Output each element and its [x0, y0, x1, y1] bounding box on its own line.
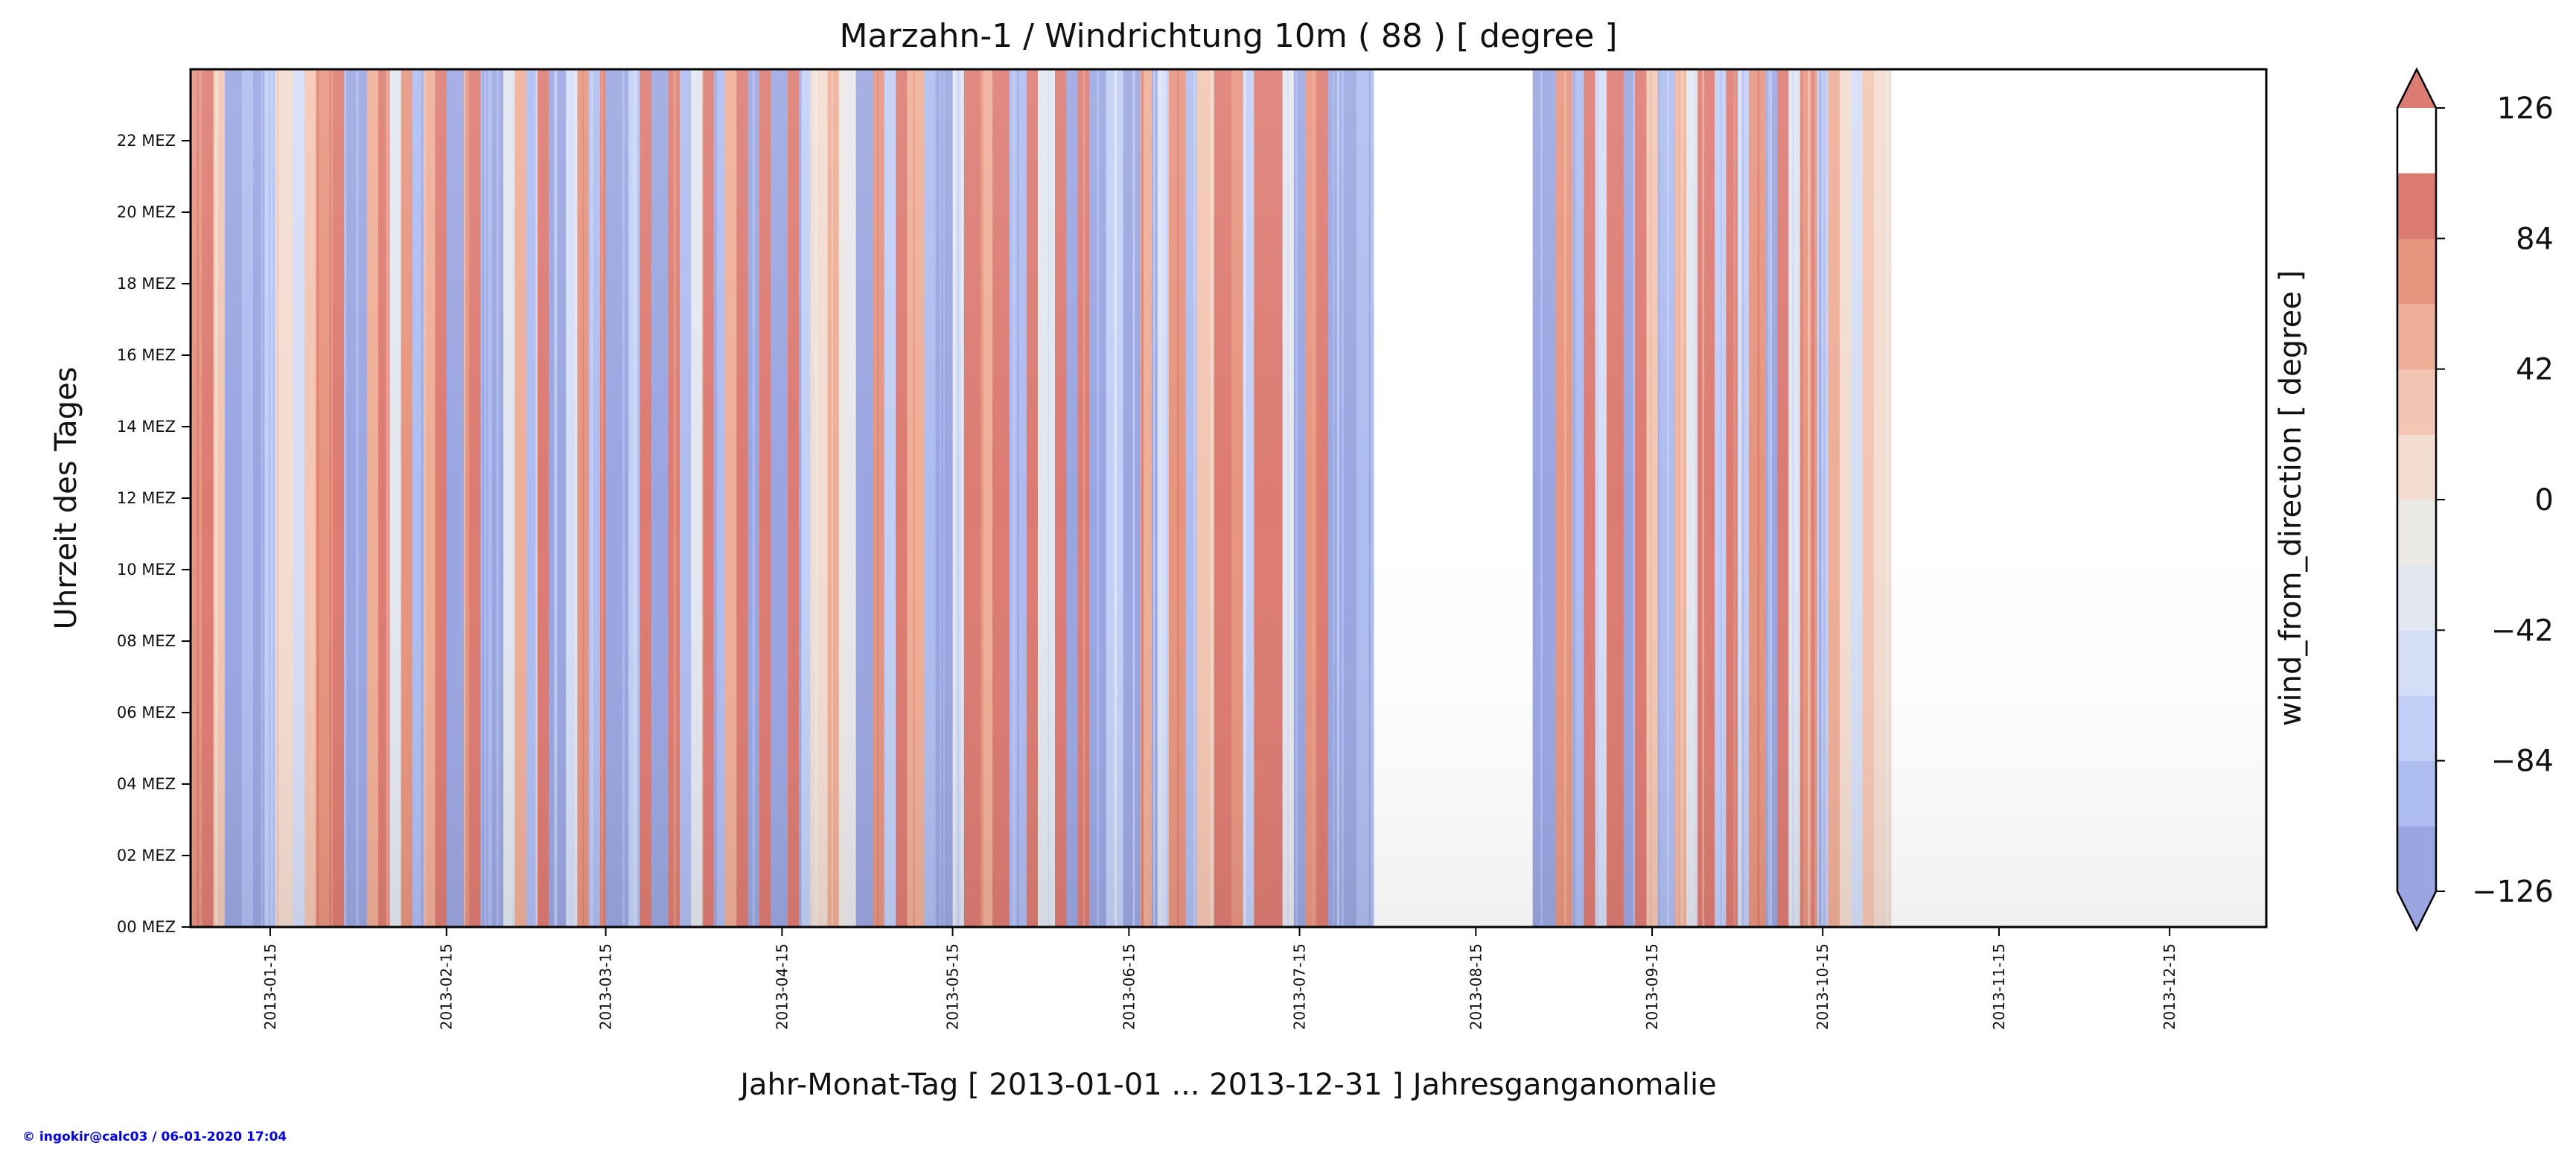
- x-tick-label: 2013-01-15: [261, 943, 279, 1030]
- y-tick-label: 06 MEZ: [117, 704, 176, 722]
- colorbar-tick-label: −126: [2472, 875, 2554, 909]
- colorbar-extend-min: [2397, 891, 2436, 930]
- colorbar-segment: [2397, 434, 2436, 500]
- y-tick-label: 16 MEZ: [117, 346, 176, 364]
- colorbar-tick-label: 42: [2516, 353, 2554, 387]
- y-tick-label: 10 MEZ: [117, 561, 176, 579]
- y-tick-label: 12 MEZ: [117, 489, 176, 507]
- colorbar-tick-label: 0: [2535, 483, 2554, 517]
- x-tick-label: 2013-02-15: [438, 943, 456, 1030]
- y-tick-label: 14 MEZ: [117, 418, 176, 436]
- x-tick-label: 2013-04-15: [773, 943, 791, 1030]
- colorbar-segment: [2397, 173, 2436, 239]
- x-tick-label: 2013-07-15: [1290, 943, 1308, 1030]
- colorbar-extend-max: [2397, 69, 2436, 108]
- colorbar-segment: [2397, 630, 2436, 696]
- y-tick-label: 20 MEZ: [117, 203, 176, 221]
- x-axis-ticks: 2013-01-15 2013-02-15 2013-03-15 2013-04-15…: [261, 927, 2178, 1030]
- y-tick-label: 18 MEZ: [117, 275, 176, 293]
- y-tick-label: 04 MEZ: [117, 775, 176, 793]
- x-tick-label: 2013-06-15: [1120, 943, 1138, 1030]
- colorbar-tick-label: −42: [2491, 614, 2554, 648]
- colorbar-tick-label: 84: [2516, 222, 2554, 256]
- x-tick-label: 2013-10-15: [1814, 943, 1831, 1030]
- y-tick-label: 08 MEZ: [117, 632, 176, 650]
- chart-title: Marzahn-1 / Windrichtung 10m ( 88 ) [ de…: [839, 17, 1617, 55]
- colorbar-tick-label: 126: [2497, 92, 2554, 126]
- colorbar-segment: [2397, 760, 2436, 826]
- colorbar-tick-label: −84: [2491, 745, 2554, 779]
- x-axis-label: Jahr-Monat-Tag [ 2013-01-01 ... 2013-12-…: [738, 1068, 1717, 1102]
- colorbar-segment: [2397, 304, 2436, 370]
- colorbar-segment: [2397, 695, 2436, 762]
- x-tick-label: 2013-05-15: [944, 943, 962, 1030]
- colorbar-label: wind_from_direction [ degree ]: [2274, 270, 2308, 726]
- x-tick-label: 2013-12-15: [2161, 943, 2178, 1030]
- colorbar-segment: [2397, 238, 2436, 305]
- x-tick-label: 2013-11-15: [1990, 943, 2008, 1030]
- colorbar-segment: [2397, 369, 2436, 435]
- x-tick-label: 2013-08-15: [1467, 943, 1485, 1030]
- heatmap-shading: [191, 69, 2266, 927]
- y-tick-label: 02 MEZ: [117, 847, 176, 864]
- x-tick-label: 2013-03-15: [597, 943, 615, 1030]
- y-tick-label: 00 MEZ: [117, 918, 176, 936]
- colorbar-ticks: −126 −84 −42 0 42 84 126: [2436, 92, 2554, 909]
- credit-footer: © ingokir@calc03 / 06-01-2020 17:04: [22, 1130, 287, 1144]
- colorbar-segment: [2397, 500, 2436, 566]
- colorbar-segment: [2397, 564, 2436, 631]
- colorbar-segment: [2397, 826, 2436, 892]
- x-tick-label: 2013-09-15: [1643, 943, 1661, 1030]
- y-tick-label: 22 MEZ: [117, 132, 176, 150]
- y-axis-label: Uhrzeit des Tages: [49, 367, 83, 630]
- y-axis-ticks: 00 MEZ 02 MEZ 04 MEZ 06 MEZ 08 MEZ 10 MEZ 12 M…: [117, 132, 191, 936]
- colorbar: [2396, 67, 2438, 932]
